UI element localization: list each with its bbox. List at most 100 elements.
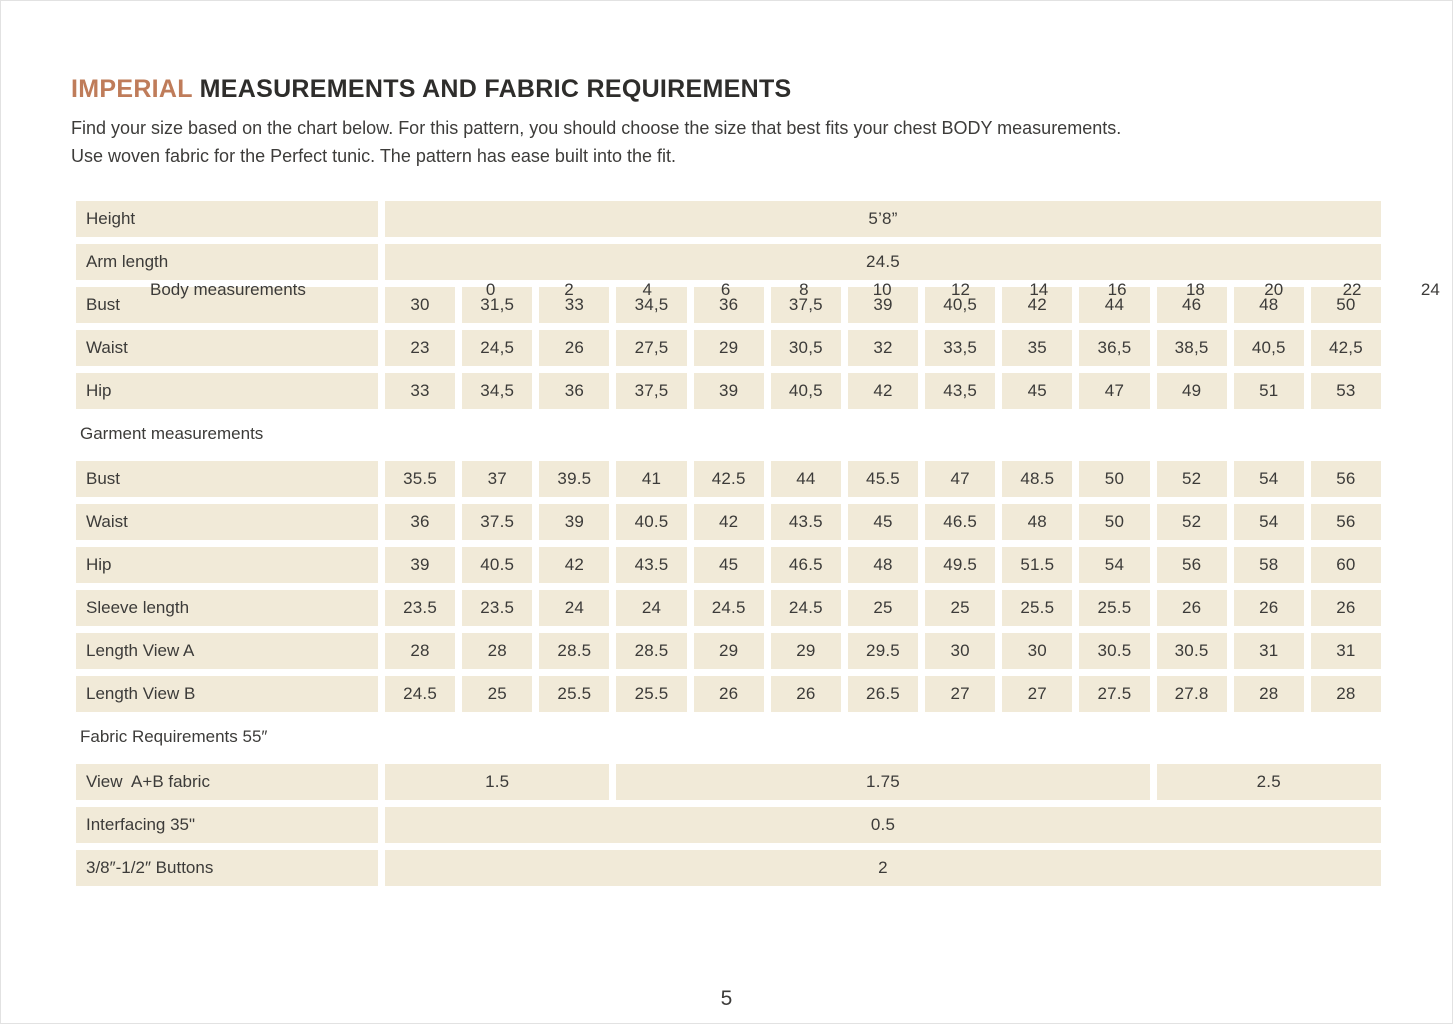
- value-cell: 50: [1079, 461, 1150, 497]
- value-cell: 48.5: [1002, 461, 1073, 497]
- value-cell: 37.5: [462, 504, 533, 540]
- row-label: Interfacing 35": [76, 807, 378, 843]
- value-cell: 32: [847, 330, 919, 366]
- value-cell: 35: [1002, 330, 1073, 366]
- value-cell: 39.5: [539, 461, 610, 497]
- value-cell: 24.5: [770, 590, 841, 626]
- value-cell: 42: [1002, 287, 1073, 323]
- table-row: 3/8″-1/2″ Buttons 2: [76, 850, 1381, 886]
- intro-line-1: Find your size based on the chart below.…: [71, 118, 1122, 138]
- value-cell: 43.5: [616, 547, 687, 583]
- value-cell: 25: [925, 590, 996, 626]
- value-cell: 41: [616, 461, 687, 497]
- row-label: Hip: [76, 373, 378, 409]
- span-value-cell: 1.5: [385, 764, 610, 800]
- table-row: Bust 30 31,5 33 34,5 36 37,5 39 40,5 42 44 46 48 50: [76, 287, 1381, 323]
- value-cell: 40.5: [462, 547, 533, 583]
- value-cell: 46.5: [770, 547, 841, 583]
- row-label: Length View B: [76, 676, 378, 712]
- value-cell: 42: [539, 547, 610, 583]
- value-cell: 31: [1233, 633, 1304, 669]
- value-cell: 30.5: [1079, 633, 1150, 669]
- row-label: 3/8″-1/2″ Buttons: [76, 850, 378, 886]
- table-row: Waist 36 37.5 39 40.5 42 43.5 45 46.5 48 50 52 54 56: [76, 504, 1381, 540]
- value-cell: 23.5: [385, 590, 456, 626]
- value-cell: 26.5: [847, 676, 919, 712]
- value-cell: 54: [1233, 461, 1304, 497]
- row-label: Sleeve length: [76, 590, 378, 626]
- value-cell: 54: [1079, 547, 1150, 583]
- value-cell: 50: [1310, 287, 1381, 323]
- value-cell: 37,5: [616, 373, 687, 409]
- value-cell: 56: [1310, 504, 1381, 540]
- value-cell: 31,5: [462, 287, 533, 323]
- page-title: IMPERIAL MEASUREMENTS AND FABRIC REQUIRE…: [71, 75, 1391, 104]
- value-cell: 23: [385, 330, 456, 366]
- value-cell: 30: [925, 633, 996, 669]
- value-cell: 51: [1233, 373, 1304, 409]
- size-header-cell: 14: [1029, 280, 1049, 299]
- size-header-cell: 6: [720, 280, 731, 299]
- value-cell: 28: [1310, 676, 1381, 712]
- value-cell: 45.5: [847, 461, 919, 497]
- table-row: Sleeve length 23.5 23.5 24 24 24.5 24.5 25 25 25.…: [76, 590, 1381, 626]
- value-cell: 42.5: [693, 461, 764, 497]
- value-cell: 26: [1156, 590, 1227, 626]
- value-cell: 49: [1156, 373, 1227, 409]
- span-value-cell: 2.5: [1156, 764, 1381, 800]
- section-header-row: Garment measurements: [76, 416, 1381, 452]
- value-cell: 36: [539, 373, 610, 409]
- size-header-cell: 20: [1264, 280, 1284, 299]
- value-cell: 30.5: [1156, 633, 1227, 669]
- value-cell: 40.5: [616, 504, 687, 540]
- value-cell: 52: [1156, 461, 1227, 497]
- table-row: Arm length 24.5: [76, 244, 1381, 280]
- value-cell: 45: [847, 504, 919, 540]
- value-cell: 27: [925, 676, 996, 712]
- value-cell: 35.5: [385, 461, 456, 497]
- table-row: Bust 35.5 37 39.5 41 42.5 44 45.5 47 48.5 50 52 54 56: [76, 461, 1381, 497]
- value-cell: 34,5: [616, 287, 687, 323]
- size-header-cell: 18: [1185, 280, 1205, 299]
- value-cell: 36,5: [1079, 330, 1150, 366]
- value-cell: 26: [539, 330, 610, 366]
- value-cell: 28: [1233, 676, 1304, 712]
- title-rest: MEASUREMENTS AND FABRIC REQUIREMENTS: [192, 75, 792, 103]
- value-cell: 49.5: [925, 547, 996, 583]
- table-row: Hip 39 40.5 42 43.5 45 46.5 48 49.5 51.5 54 56 58 60: [76, 547, 1381, 583]
- table-row: Height 5’8”: [76, 201, 1381, 237]
- value-cell: 30: [385, 287, 456, 323]
- value-cell: 39: [693, 373, 764, 409]
- value-cell: 26: [693, 676, 764, 712]
- value-cell: 30,5: [770, 330, 841, 366]
- value-cell: 51.5: [1002, 547, 1073, 583]
- row-label: Body measurements: [150, 280, 306, 299]
- row-label: Waist: [76, 504, 378, 540]
- value-cell: 26: [1233, 590, 1304, 626]
- value-cell: 48: [1233, 287, 1304, 323]
- span-value-cell: 1.75: [616, 764, 1150, 800]
- value-cell: 31: [1310, 633, 1381, 669]
- value-cell: 47: [925, 461, 996, 497]
- value-cell: 29.5: [847, 633, 919, 669]
- value-cell: 25: [462, 676, 533, 712]
- merged-value-cell: 24.5: [385, 244, 1381, 280]
- intro-line-2: Use woven fabric for the Perfect tunic. …: [71, 146, 676, 166]
- value-cell: 30: [1002, 633, 1073, 669]
- value-cell: 27,5: [616, 330, 687, 366]
- value-cell: 45: [1002, 373, 1073, 409]
- table-row: Waist 23 24,5 26 27,5 29 30,5 32 33,5 35 36,5 38,5 4…: [76, 330, 1381, 366]
- table-row: Length View B 24.5 25 25.5 25.5 26 26 26.5 27 27 2…: [76, 676, 1381, 712]
- value-cell: 23.5: [462, 590, 533, 626]
- value-cell: 46: [1156, 287, 1227, 323]
- row-label: Height: [76, 201, 378, 237]
- value-cell: 42: [847, 373, 919, 409]
- row-label: Length View A: [76, 633, 378, 669]
- size-table: Body measurements 0 2 4 6 8 10 12 14 16 18 20 22 24 He…: [76, 201, 1440, 893]
- size-header-cell: 24: [1420, 280, 1440, 299]
- row-label: View A+B fabric: [76, 764, 378, 800]
- value-cell: 33,5: [925, 330, 996, 366]
- value-cell: 39: [847, 287, 919, 323]
- value-cell: 44: [770, 461, 841, 497]
- value-cell: 26: [1310, 590, 1381, 626]
